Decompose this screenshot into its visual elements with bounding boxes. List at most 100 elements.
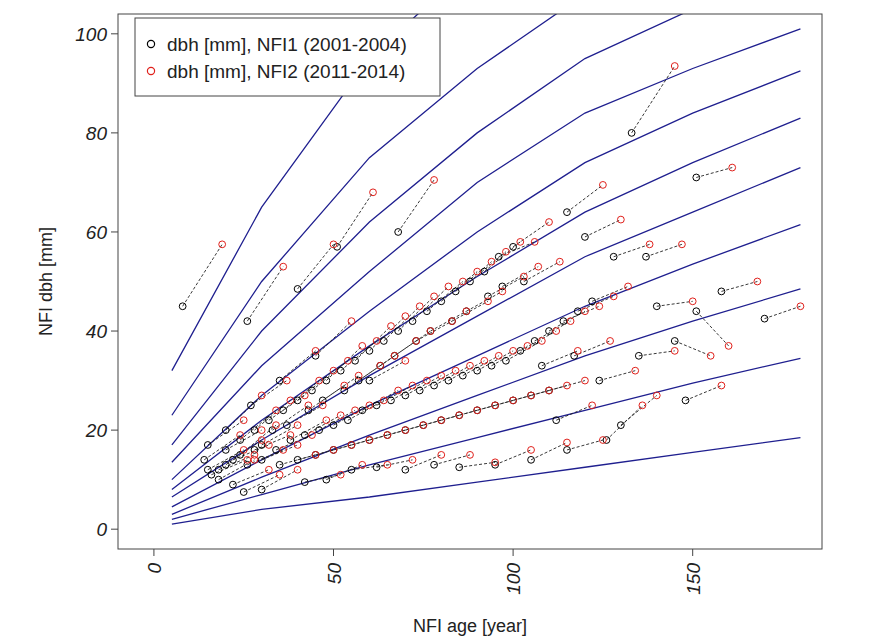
- point: [373, 402, 380, 409]
- point: [528, 392, 535, 399]
- point: [395, 328, 402, 335]
- point: [316, 427, 323, 434]
- pair-link: [434, 455, 470, 465]
- point: [571, 352, 578, 359]
- point: [445, 377, 452, 384]
- x-tick: [333, 549, 334, 556]
- point: [589, 298, 596, 305]
- point: [230, 481, 237, 488]
- point: [503, 357, 510, 364]
- chart: 050100150020406080100NFI age [year]NFI d…: [0, 0, 881, 643]
- point: [546, 219, 553, 226]
- pair-link: [574, 341, 610, 356]
- point: [416, 303, 423, 310]
- point: [294, 466, 301, 473]
- pair-link: [420, 371, 456, 391]
- point: [294, 442, 301, 449]
- point: [452, 288, 459, 295]
- point: [459, 278, 466, 285]
- point: [402, 313, 409, 320]
- point: [528, 392, 535, 399]
- point: [237, 432, 244, 439]
- point: [370, 189, 377, 196]
- y-tick-label: 40: [86, 321, 108, 342]
- point: [427, 328, 434, 335]
- point: [671, 63, 678, 70]
- point: [330, 422, 337, 429]
- point: [625, 283, 632, 290]
- y-axis-title: NFI dbh [mm]: [36, 227, 56, 336]
- point: [309, 432, 316, 439]
- point: [635, 352, 642, 359]
- point: [420, 422, 427, 429]
- point: [273, 422, 280, 429]
- point: [247, 402, 254, 409]
- point: [438, 372, 445, 379]
- point: [610, 293, 617, 300]
- point: [319, 402, 326, 409]
- point: [596, 303, 603, 310]
- point: [330, 241, 337, 248]
- point: [449, 318, 456, 325]
- legend-box: [135, 18, 440, 96]
- pair-link: [305, 475, 341, 482]
- pair-link: [272, 405, 308, 430]
- point: [474, 367, 481, 374]
- pair-link: [606, 405, 642, 440]
- point: [287, 432, 294, 439]
- point: [682, 397, 689, 404]
- pair-link: [240, 410, 276, 440]
- point: [366, 437, 373, 444]
- pair-link: [549, 381, 585, 391]
- point: [359, 461, 366, 468]
- pair-link: [226, 395, 262, 430]
- point: [718, 382, 725, 389]
- x-tick-label: 0: [144, 563, 165, 574]
- point: [215, 476, 222, 483]
- pair-link: [355, 326, 391, 361]
- point: [582, 234, 589, 241]
- point: [219, 241, 226, 248]
- point: [280, 447, 287, 454]
- point: [643, 253, 650, 260]
- point: [427, 328, 434, 335]
- point: [582, 308, 589, 315]
- point: [553, 328, 560, 335]
- point: [377, 362, 384, 369]
- point: [251, 451, 258, 458]
- y-tick: [111, 231, 118, 232]
- point: [179, 303, 186, 310]
- point: [474, 407, 481, 414]
- point: [510, 397, 517, 404]
- point: [201, 456, 208, 463]
- pair-link: [614, 244, 650, 256]
- point: [222, 427, 229, 434]
- point: [431, 382, 438, 389]
- point: [488, 362, 495, 369]
- point: [632, 367, 639, 374]
- pair-link: [599, 371, 635, 381]
- point: [244, 318, 251, 325]
- y-tick-label: 100: [75, 24, 107, 45]
- point: [413, 338, 420, 345]
- point: [693, 308, 700, 315]
- pair-link: [319, 410, 355, 430]
- point: [560, 318, 567, 325]
- pair-link: [377, 460, 413, 467]
- point: [348, 318, 355, 325]
- point: [510, 397, 517, 404]
- point: [535, 263, 542, 270]
- pair-link: [348, 400, 384, 420]
- point: [312, 451, 319, 458]
- point: [402, 357, 409, 364]
- y-tick: [111, 132, 118, 133]
- pair-link: [639, 351, 675, 356]
- point: [431, 293, 438, 300]
- point: [409, 456, 416, 463]
- point: [510, 243, 517, 250]
- point: [538, 362, 545, 369]
- point: [348, 442, 355, 449]
- pair-link: [495, 450, 531, 465]
- point: [204, 442, 211, 449]
- point: [395, 229, 402, 236]
